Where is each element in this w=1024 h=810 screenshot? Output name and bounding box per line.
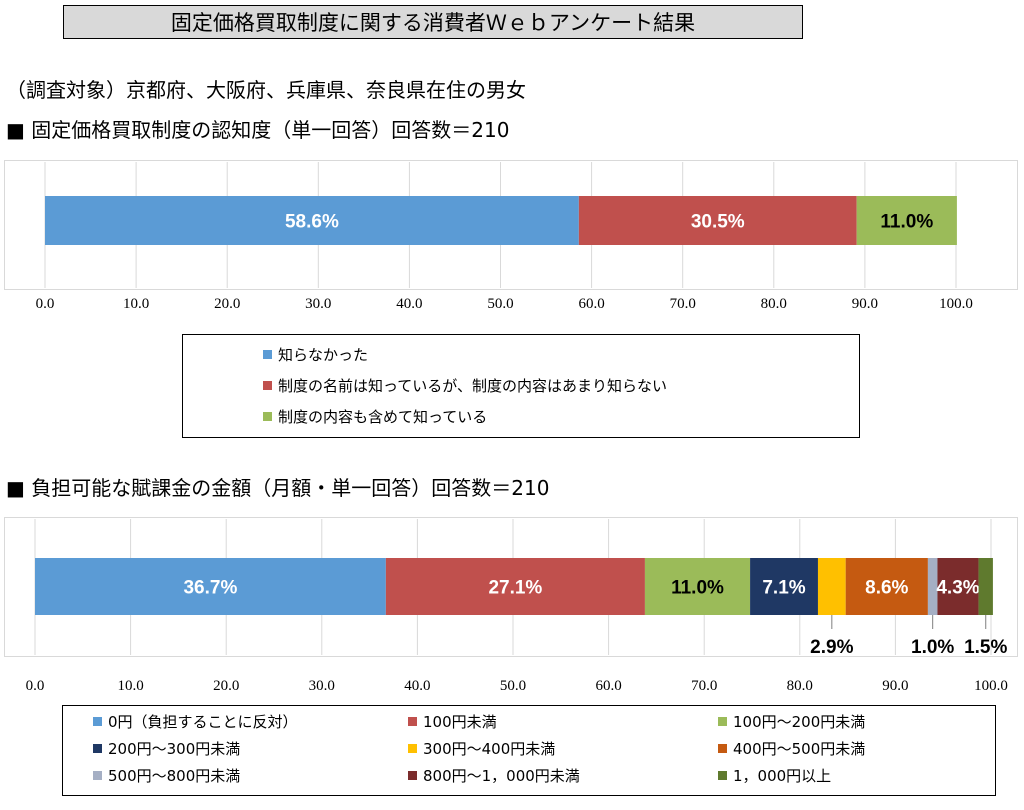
section-heading-awareness: ■ 固定価格買取制度の認知度（単一回答）回答数＝210: [6, 118, 510, 142]
chart-frame-surcharge: [4, 517, 1018, 657]
bar-segment: [845, 558, 928, 615]
legend-item: 1，000円以上: [718, 765, 831, 786]
x-tick-label: 70.0: [670, 296, 696, 312]
bar-segment: [45, 196, 579, 245]
legend-swatch: [408, 744, 417, 753]
x-tick-label: 40.0: [404, 678, 430, 694]
legend-swatch: [263, 412, 272, 421]
x-tick-label: 10.0: [123, 296, 149, 312]
bar-segment: [978, 558, 993, 615]
x-tick-label: 80.0: [761, 296, 787, 312]
legend-item: 300円～400円未満: [408, 738, 555, 759]
legend-swatch: [263, 350, 272, 359]
bar-segment: [578, 196, 857, 245]
data-label: 27.1%: [488, 578, 542, 599]
legend-label: 1，000円以上: [733, 767, 832, 785]
x-tick-label: 60.0: [595, 678, 621, 694]
x-tick-label: 60.0: [578, 296, 604, 312]
bar-segment: [856, 196, 957, 245]
legend-label: 100円～200円未満: [733, 713, 866, 731]
legend-label: 0円（負担することに反対）: [108, 713, 298, 731]
legend-swatch: [263, 381, 272, 390]
legend-label: 知らなかった: [278, 346, 369, 364]
legend-item: 100円未満: [408, 711, 497, 732]
legend-label: 制度の内容も含めて知っている: [278, 408, 488, 426]
x-tick-label: 20.0: [214, 296, 240, 312]
data-label: 36.7%: [183, 578, 237, 599]
legend-label: 100円未満: [423, 713, 497, 731]
x-tick-label: 30.0: [309, 678, 335, 694]
x-tick-label: 0.0: [26, 678, 45, 694]
legend-item: 100円～200円未満: [718, 711, 865, 732]
bar-segment: [937, 558, 979, 615]
legend-label: 400円～500円未満: [733, 740, 866, 758]
section-heading-surcharge: ■ 負担可能な賦課金の金額（月額・単一回答）回答数＝210: [6, 476, 550, 500]
bar-segment: [644, 558, 751, 615]
legend-swatch: [93, 744, 102, 753]
bar-segment: [817, 558, 846, 615]
bar-segment: [385, 558, 645, 615]
chart-frame-awareness: [4, 160, 1018, 290]
legend-item: 制度の内容も含めて知っている: [263, 406, 487, 427]
bar-segment: [927, 558, 938, 615]
legend-item: 0円（負担することに反対）: [93, 711, 298, 732]
x-tick-label: 100.0: [974, 678, 1008, 694]
data-label: 7.1%: [762, 578, 805, 599]
data-label: 11.0%: [880, 212, 933, 233]
bar-segment: [750, 558, 818, 615]
data-label: 2.9%: [810, 637, 853, 658]
legend-item: 400円～500円未満: [718, 738, 865, 759]
legend-surcharge: 0円（負担することに反対） 100円未満 100円～200円未満 200円～300円未…: [62, 705, 996, 796]
legend-swatch: [408, 771, 417, 780]
legend-swatch: [718, 771, 727, 780]
legend-label: 制度の名前は知っているが、制度の内容はあまり知らない: [278, 377, 667, 395]
page-title: 固定価格買取制度に関する消費者Ｗｅｂアンケート結果: [63, 5, 803, 39]
legend-item: 知らなかった: [263, 344, 368, 365]
legend-label: 500円～800円未満: [108, 767, 241, 785]
legend-swatch: [93, 771, 102, 780]
x-tick-label: 30.0: [305, 296, 331, 312]
data-label: 4.3%: [936, 578, 979, 599]
legend-item: 500円～800円未満: [93, 765, 240, 786]
legend-item: 制度の名前は知っているが、制度の内容はあまり知らない: [263, 375, 667, 396]
legend-awareness: 知らなかった制度の名前は知っているが、制度の内容はあまり知らない 制度の内容も含め…: [182, 334, 860, 438]
x-tick-label: 80.0: [787, 678, 813, 694]
data-label: 30.5%: [691, 212, 745, 233]
legend-label: 300円～400円未満: [423, 740, 556, 758]
legend-item: 200円～300円未満: [93, 738, 240, 759]
legend-swatch: [718, 717, 727, 726]
data-label: 58.6%: [285, 212, 339, 233]
x-tick-label: 40.0: [396, 296, 422, 312]
survey-subject: （調査対象）京都府、大阪府、兵庫県、奈良県在住の男女: [6, 78, 526, 102]
legend-swatch: [408, 717, 417, 726]
bar-segment: [35, 558, 386, 615]
x-tick-label: 50.0: [500, 678, 526, 694]
x-tick-label: 0.0: [36, 296, 55, 312]
legend-item: 800円～1，000円未満: [408, 765, 580, 786]
data-label: 8.6%: [865, 578, 908, 599]
x-tick-label: 10.0: [117, 678, 143, 694]
data-label: 1.0%: [911, 637, 954, 658]
data-label: 11.0%: [671, 578, 724, 599]
data-label: 1.5%: [964, 637, 1007, 658]
legend-swatch: [718, 744, 727, 753]
x-tick-label: 90.0: [882, 678, 908, 694]
x-tick-label: 50.0: [487, 296, 513, 312]
charts-svg: 0.0 10.0 20.0 30.0 40.0 50.0 60.0 70.0 80.0 90.0 1…: [26, 162, 1008, 694]
x-tick-label: 20.0: [213, 678, 239, 694]
x-tick-label: 70.0: [691, 678, 717, 694]
x-tick-label: 90.0: [852, 296, 878, 312]
x-tick-label: 100.0: [939, 296, 973, 312]
legend-swatch: [93, 717, 102, 726]
legend-label: 800円～1，000円未満: [423, 767, 580, 785]
legend-label: 200円～300円未満: [108, 740, 241, 758]
